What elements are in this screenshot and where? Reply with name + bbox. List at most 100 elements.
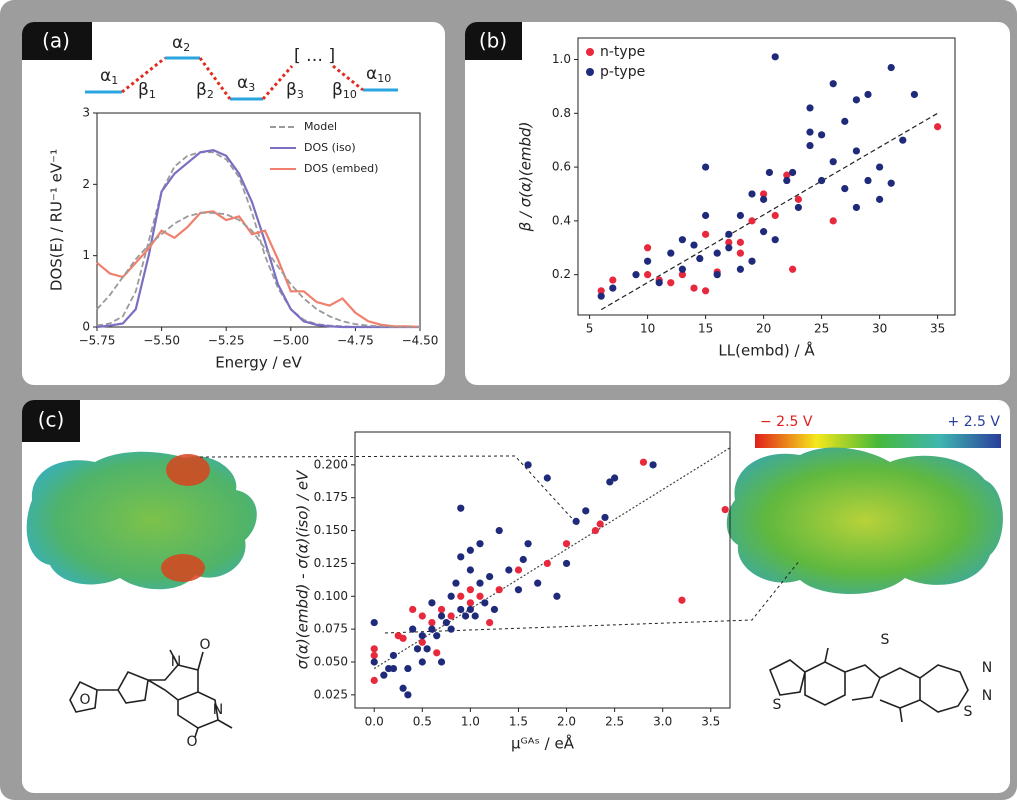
point bbox=[370, 651, 378, 660]
point bbox=[609, 276, 617, 284]
point bbox=[562, 559, 571, 568]
legend-swatch bbox=[586, 68, 594, 76]
point bbox=[632, 271, 640, 279]
y-tick-label: 0.075 bbox=[314, 622, 348, 636]
surface-hotspot bbox=[166, 454, 210, 486]
legend-label: DOS (embed) bbox=[304, 162, 378, 175]
point bbox=[852, 203, 861, 212]
x-tick-label: 0.0 bbox=[365, 715, 384, 729]
point bbox=[409, 625, 417, 633]
x-tick-label: 3.5 bbox=[701, 715, 720, 729]
legend-label: p-type bbox=[600, 64, 645, 80]
y-tick-label: 0.4 bbox=[552, 213, 571, 227]
point bbox=[471, 612, 479, 620]
point bbox=[466, 566, 474, 574]
point bbox=[601, 513, 609, 522]
coupling bbox=[121, 56, 364, 100]
level-label: α2 bbox=[172, 33, 190, 54]
y-tick-label: 0.050 bbox=[314, 655, 348, 669]
y-tick-label: 0.175 bbox=[314, 490, 348, 504]
point bbox=[582, 507, 590, 515]
point bbox=[678, 271, 687, 279]
point bbox=[572, 517, 580, 525]
point bbox=[678, 236, 687, 244]
legend-label: n-type bbox=[600, 44, 645, 60]
point bbox=[748, 257, 756, 265]
point bbox=[461, 612, 470, 620]
point bbox=[399, 684, 407, 692]
panel-b bbox=[465, 22, 1010, 385]
point bbox=[667, 279, 675, 287]
point bbox=[490, 605, 499, 614]
x-tick-label: 35 bbox=[930, 322, 945, 336]
point bbox=[725, 230, 733, 238]
index: 1 bbox=[149, 88, 156, 101]
symbol: [ … ] bbox=[294, 46, 335, 66]
point bbox=[447, 592, 455, 600]
point bbox=[771, 211, 779, 220]
point bbox=[829, 158, 837, 166]
potential-surface bbox=[726, 447, 1003, 594]
point bbox=[409, 605, 417, 614]
point bbox=[818, 131, 826, 139]
x-tick-label: 10 bbox=[640, 322, 655, 336]
x-tick-label: 1.5 bbox=[509, 715, 528, 729]
point bbox=[437, 605, 446, 614]
point bbox=[794, 203, 803, 212]
point bbox=[389, 651, 398, 660]
point bbox=[481, 599, 489, 607]
structure-left-atoms: O N O N O bbox=[79, 637, 223, 750]
point bbox=[841, 185, 849, 193]
point bbox=[534, 579, 542, 587]
point bbox=[818, 176, 826, 185]
point bbox=[876, 195, 884, 203]
point bbox=[418, 658, 426, 666]
point bbox=[783, 176, 791, 185]
point bbox=[399, 634, 407, 642]
point bbox=[690, 284, 698, 292]
point bbox=[864, 176, 872, 185]
x-tick-label: 2.5 bbox=[605, 715, 624, 729]
colorbar-max: + 2.5 V bbox=[948, 414, 1001, 430]
point bbox=[447, 625, 455, 633]
y-axis-label: σ(α)(embd) - σ(α)(iso) / eV bbox=[294, 469, 312, 669]
point bbox=[524, 461, 532, 469]
x-tick-label: 3.0 bbox=[653, 715, 672, 729]
y-axis-label: DOS(E) / RU⁻¹ eV⁻¹ bbox=[48, 149, 66, 291]
point bbox=[428, 618, 436, 627]
point bbox=[370, 645, 378, 653]
structure-right bbox=[768, 647, 969, 723]
y-tick-label: 0.025 bbox=[314, 687, 348, 701]
point bbox=[736, 211, 745, 220]
point bbox=[794, 195, 803, 203]
point bbox=[852, 147, 861, 155]
point bbox=[457, 605, 465, 614]
potential-surface bbox=[26, 451, 257, 590]
x-tick-label: 2.0 bbox=[557, 715, 576, 729]
index: 1 bbox=[111, 74, 118, 87]
point bbox=[789, 265, 797, 273]
y-tick-label: 1.0 bbox=[552, 52, 571, 66]
y-tick-label: 0.100 bbox=[314, 589, 348, 603]
symbol: α bbox=[172, 33, 183, 53]
symbol: α bbox=[100, 66, 111, 86]
point bbox=[433, 649, 441, 657]
coupling-label: β3 bbox=[286, 80, 304, 101]
atom: N bbox=[213, 702, 223, 718]
index: 3 bbox=[248, 81, 255, 94]
point bbox=[495, 586, 503, 594]
y-tick-label: 0.6 bbox=[552, 160, 571, 174]
point bbox=[466, 586, 474, 594]
symbol: β bbox=[332, 80, 343, 100]
point bbox=[783, 171, 791, 179]
point bbox=[713, 249, 721, 257]
point bbox=[428, 599, 436, 607]
point bbox=[514, 586, 523, 594]
level-label: α10 bbox=[366, 64, 391, 85]
level-diagram bbox=[85, 56, 398, 101]
level-labels: α1 α2 α3 [ … ] α10 β1 β2 β3 β10 bbox=[100, 33, 391, 101]
point bbox=[713, 271, 721, 279]
point bbox=[418, 612, 426, 620]
x-axis-label: LL(embd) / Å bbox=[718, 341, 815, 360]
symbol: β bbox=[138, 80, 149, 100]
